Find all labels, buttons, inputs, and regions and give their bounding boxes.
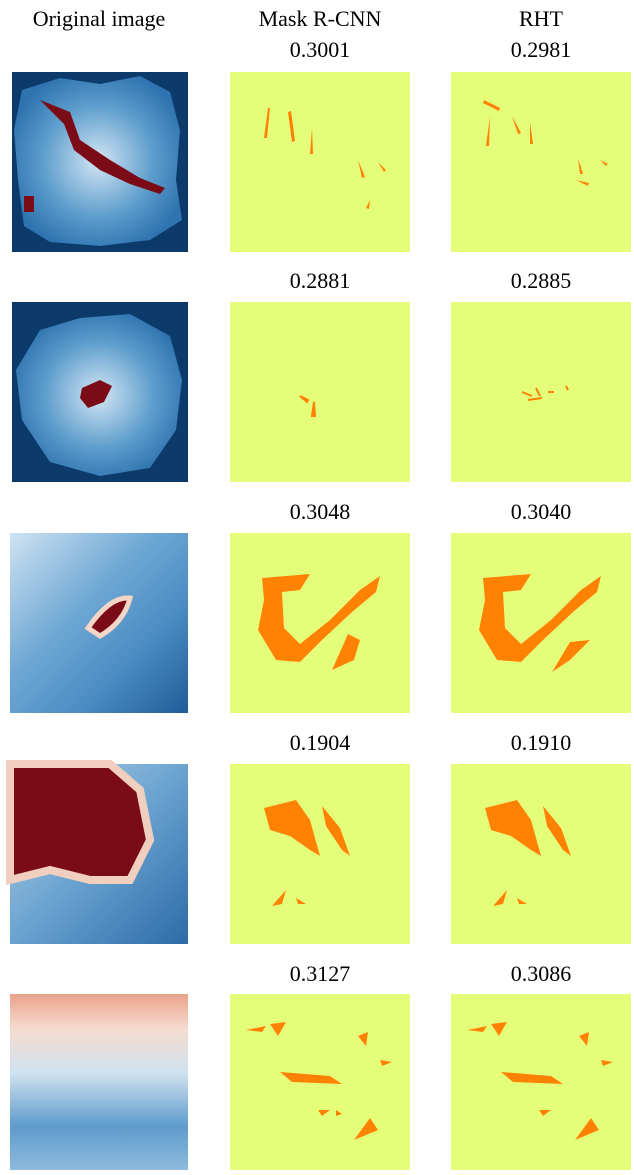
column-header: RHT (519, 6, 564, 31)
score-label: 0.1910 (511, 730, 572, 755)
original-image (12, 72, 188, 252)
score-label: 0.3048 (290, 499, 351, 524)
score-label: 0.1904 (290, 730, 351, 755)
mask-image (230, 72, 410, 252)
original-image (10, 533, 188, 713)
mask-image (451, 302, 631, 482)
original-image (12, 302, 188, 482)
mask-image (230, 994, 410, 1170)
score-label: 0.3040 (511, 499, 572, 524)
mask-image (230, 302, 410, 482)
column-header: Mask R-CNN (259, 6, 382, 31)
figure: Original image Mask R-CNN RHT (0, 0, 634, 1170)
score-label: 0.2981 (511, 37, 572, 62)
column-header: Original image (33, 6, 166, 31)
mask-image (451, 533, 631, 713)
score-label: 0.3127 (290, 961, 351, 986)
original-image (10, 994, 188, 1170)
mask-image (451, 72, 631, 252)
mask-image (230, 764, 410, 944)
mask-image (230, 533, 410, 713)
mask-image (451, 764, 631, 944)
score-label: 0.3001 (290, 37, 351, 62)
score-label: 0.2885 (511, 268, 572, 293)
score-label: 0.3086 (511, 961, 572, 986)
mask-image (451, 994, 631, 1170)
original-image (10, 764, 188, 944)
score-label: 0.2881 (290, 268, 351, 293)
